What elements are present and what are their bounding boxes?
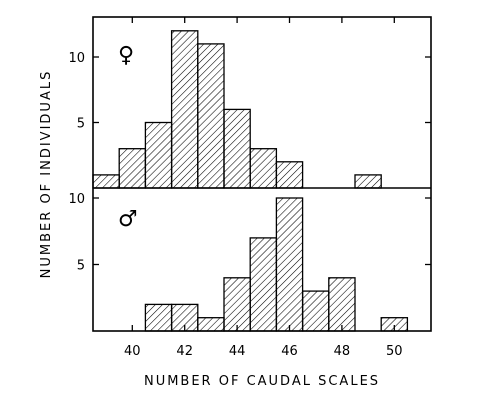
x-tick-label-46: 46 — [281, 344, 298, 359]
female-bar-45 — [249, 148, 278, 189]
x-axis-title: NUMBER OF CAUDAL SCALES — [144, 374, 380, 389]
male-bar-46 — [275, 197, 304, 332]
male-bar-44 — [223, 277, 251, 332]
female-bar-44 — [223, 108, 251, 189]
male-bar-41 — [144, 303, 173, 332]
male-bar-47 — [301, 290, 330, 332]
male-symbol: ♂ — [118, 207, 138, 232]
plot-frame — [92, 16, 432, 332]
male-y-tick-label-10: 10 — [68, 192, 85, 207]
female-bar-43 — [197, 43, 225, 189]
x-tick-label-40: 40 — [124, 344, 141, 359]
female-y-tick-label-5: 5 — [77, 117, 85, 132]
female-bar-42 — [170, 30, 199, 189]
female-bar-46 — [275, 161, 304, 189]
x-axis-ticks: 40 42 44 46 48 50 — [124, 17, 403, 359]
male-bar-48 — [328, 277, 356, 332]
female-symbol: ♀ — [118, 43, 134, 68]
male-bar-43 — [197, 317, 225, 332]
female-bar-40 — [118, 148, 147, 189]
x-tick-label-50: 50 — [386, 344, 403, 359]
female-bar-41 — [144, 121, 173, 189]
female-panel: 5 10 ♀ — [68, 30, 431, 189]
female-bar-39 — [92, 174, 120, 189]
male-panel: 5 10 ♂ — [68, 192, 431, 332]
x-tick-label-48: 48 — [334, 344, 351, 359]
male-y-tick-label-5: 5 — [77, 259, 85, 274]
male-bar-45 — [249, 237, 278, 332]
x-tick-label-44: 44 — [229, 344, 246, 359]
x-tick-label-42: 42 — [176, 344, 193, 359]
female-y-tick-label-10: 10 — [68, 51, 85, 66]
female-bar-49 — [354, 174, 382, 189]
y-axis-title: NUMBER OF INDIVIDUALS — [39, 70, 54, 279]
